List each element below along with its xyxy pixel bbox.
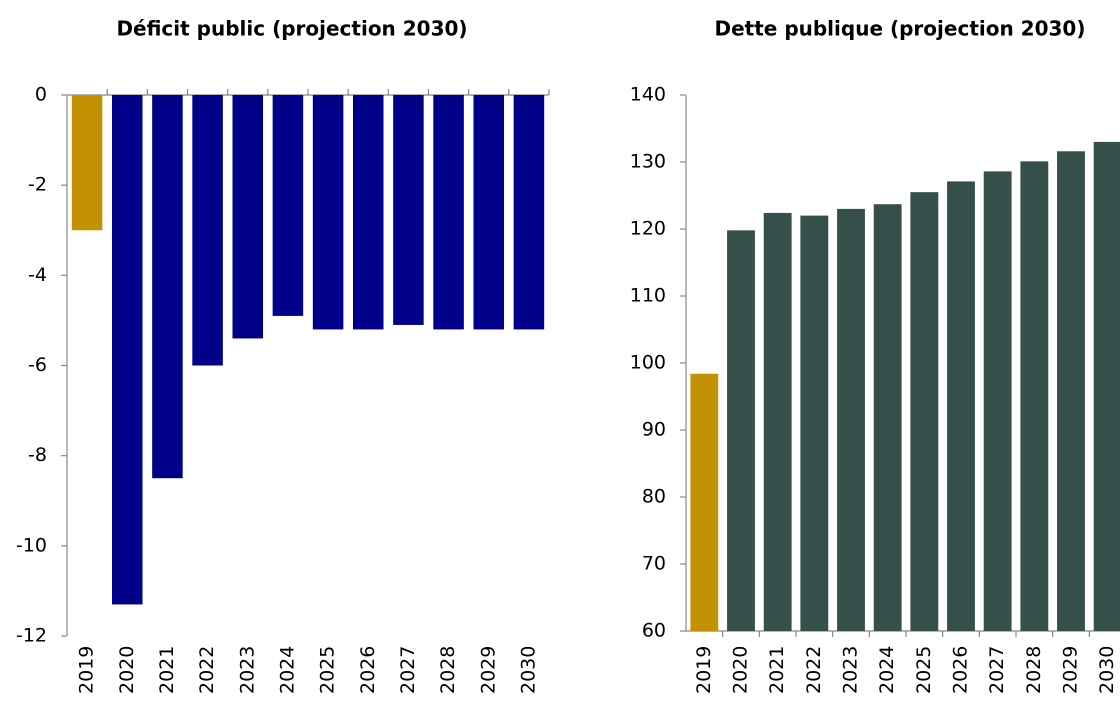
x-tick-label: 2022 — [196, 646, 218, 694]
x-tick-label: 2020 — [116, 646, 138, 694]
bar — [873, 204, 902, 631]
y-tick-label: 60 — [642, 620, 666, 642]
bar — [763, 212, 792, 632]
y-tick-label: 70 — [642, 553, 666, 575]
y-tick-label: -6 — [28, 354, 47, 376]
bar — [473, 95, 505, 330]
y-tick-label: 140 — [630, 84, 666, 106]
x-tick-label: 2024 — [876, 646, 898, 694]
x-tick-label: 2027 — [986, 646, 1008, 694]
y-tick-label: 0 — [35, 84, 47, 106]
x-tick-label: 2021 — [156, 646, 178, 694]
y-tick-label: 120 — [630, 218, 666, 240]
x-tick-label: 2029 — [477, 646, 499, 694]
bar — [352, 95, 384, 330]
x-tick-label: 2026 — [357, 646, 379, 694]
x-tick-label: 2028 — [437, 646, 459, 694]
bar — [727, 230, 755, 631]
x-tick-label: 2023 — [236, 646, 258, 694]
x-tick-label: 2021 — [766, 646, 788, 694]
bar — [312, 95, 344, 330]
x-tick-label: 2023 — [840, 646, 862, 694]
x-tick-label: 2028 — [1023, 646, 1045, 694]
bar — [837, 208, 865, 631]
bar — [192, 95, 223, 366]
bar — [690, 373, 719, 631]
bar — [1057, 151, 1085, 631]
bar — [152, 95, 183, 479]
x-tick-label: 2025 — [913, 646, 935, 694]
y-tick-label: -10 — [16, 534, 47, 556]
bar — [111, 95, 143, 605]
x-tick-label: 2030 — [1096, 646, 1118, 694]
y-tick-label: -2 — [28, 174, 47, 196]
bar — [71, 95, 103, 231]
bar — [983, 171, 1012, 631]
x-tick-label: 2019 — [693, 646, 715, 694]
bar — [232, 95, 264, 339]
x-tick-label: 2019 — [76, 646, 98, 694]
y-tick-label: -8 — [28, 444, 47, 466]
y-tick-label: 100 — [630, 352, 666, 374]
x-tick-label: 2030 — [517, 646, 539, 694]
chart-title: Dette publique (projection 2030) — [715, 17, 1086, 41]
x-tick-label: 2029 — [1060, 646, 1082, 694]
chart-title: Déficit public (projection 2030) — [116, 17, 467, 41]
y-tick-label: 80 — [642, 486, 666, 508]
bar — [272, 95, 304, 316]
bar — [947, 181, 975, 631]
bar — [513, 95, 545, 330]
bar — [433, 95, 464, 330]
bar — [910, 192, 939, 631]
x-tick-label: 2026 — [950, 646, 972, 694]
bar — [393, 95, 424, 325]
bar — [1093, 141, 1120, 631]
y-tick-label: -12 — [16, 625, 47, 647]
x-tick-label: 2024 — [276, 646, 298, 694]
bar — [800, 215, 829, 631]
x-tick-label: 2020 — [730, 646, 752, 694]
y-tick-label: 90 — [642, 419, 666, 441]
bar — [1020, 161, 1049, 631]
x-tick-label: 2022 — [803, 646, 825, 694]
x-tick-label: 2027 — [397, 646, 419, 694]
x-tick-label: 2025 — [317, 646, 339, 694]
y-tick-label: 110 — [630, 285, 666, 307]
y-tick-label: -4 — [28, 264, 47, 286]
y-tick-label: 130 — [630, 151, 666, 173]
